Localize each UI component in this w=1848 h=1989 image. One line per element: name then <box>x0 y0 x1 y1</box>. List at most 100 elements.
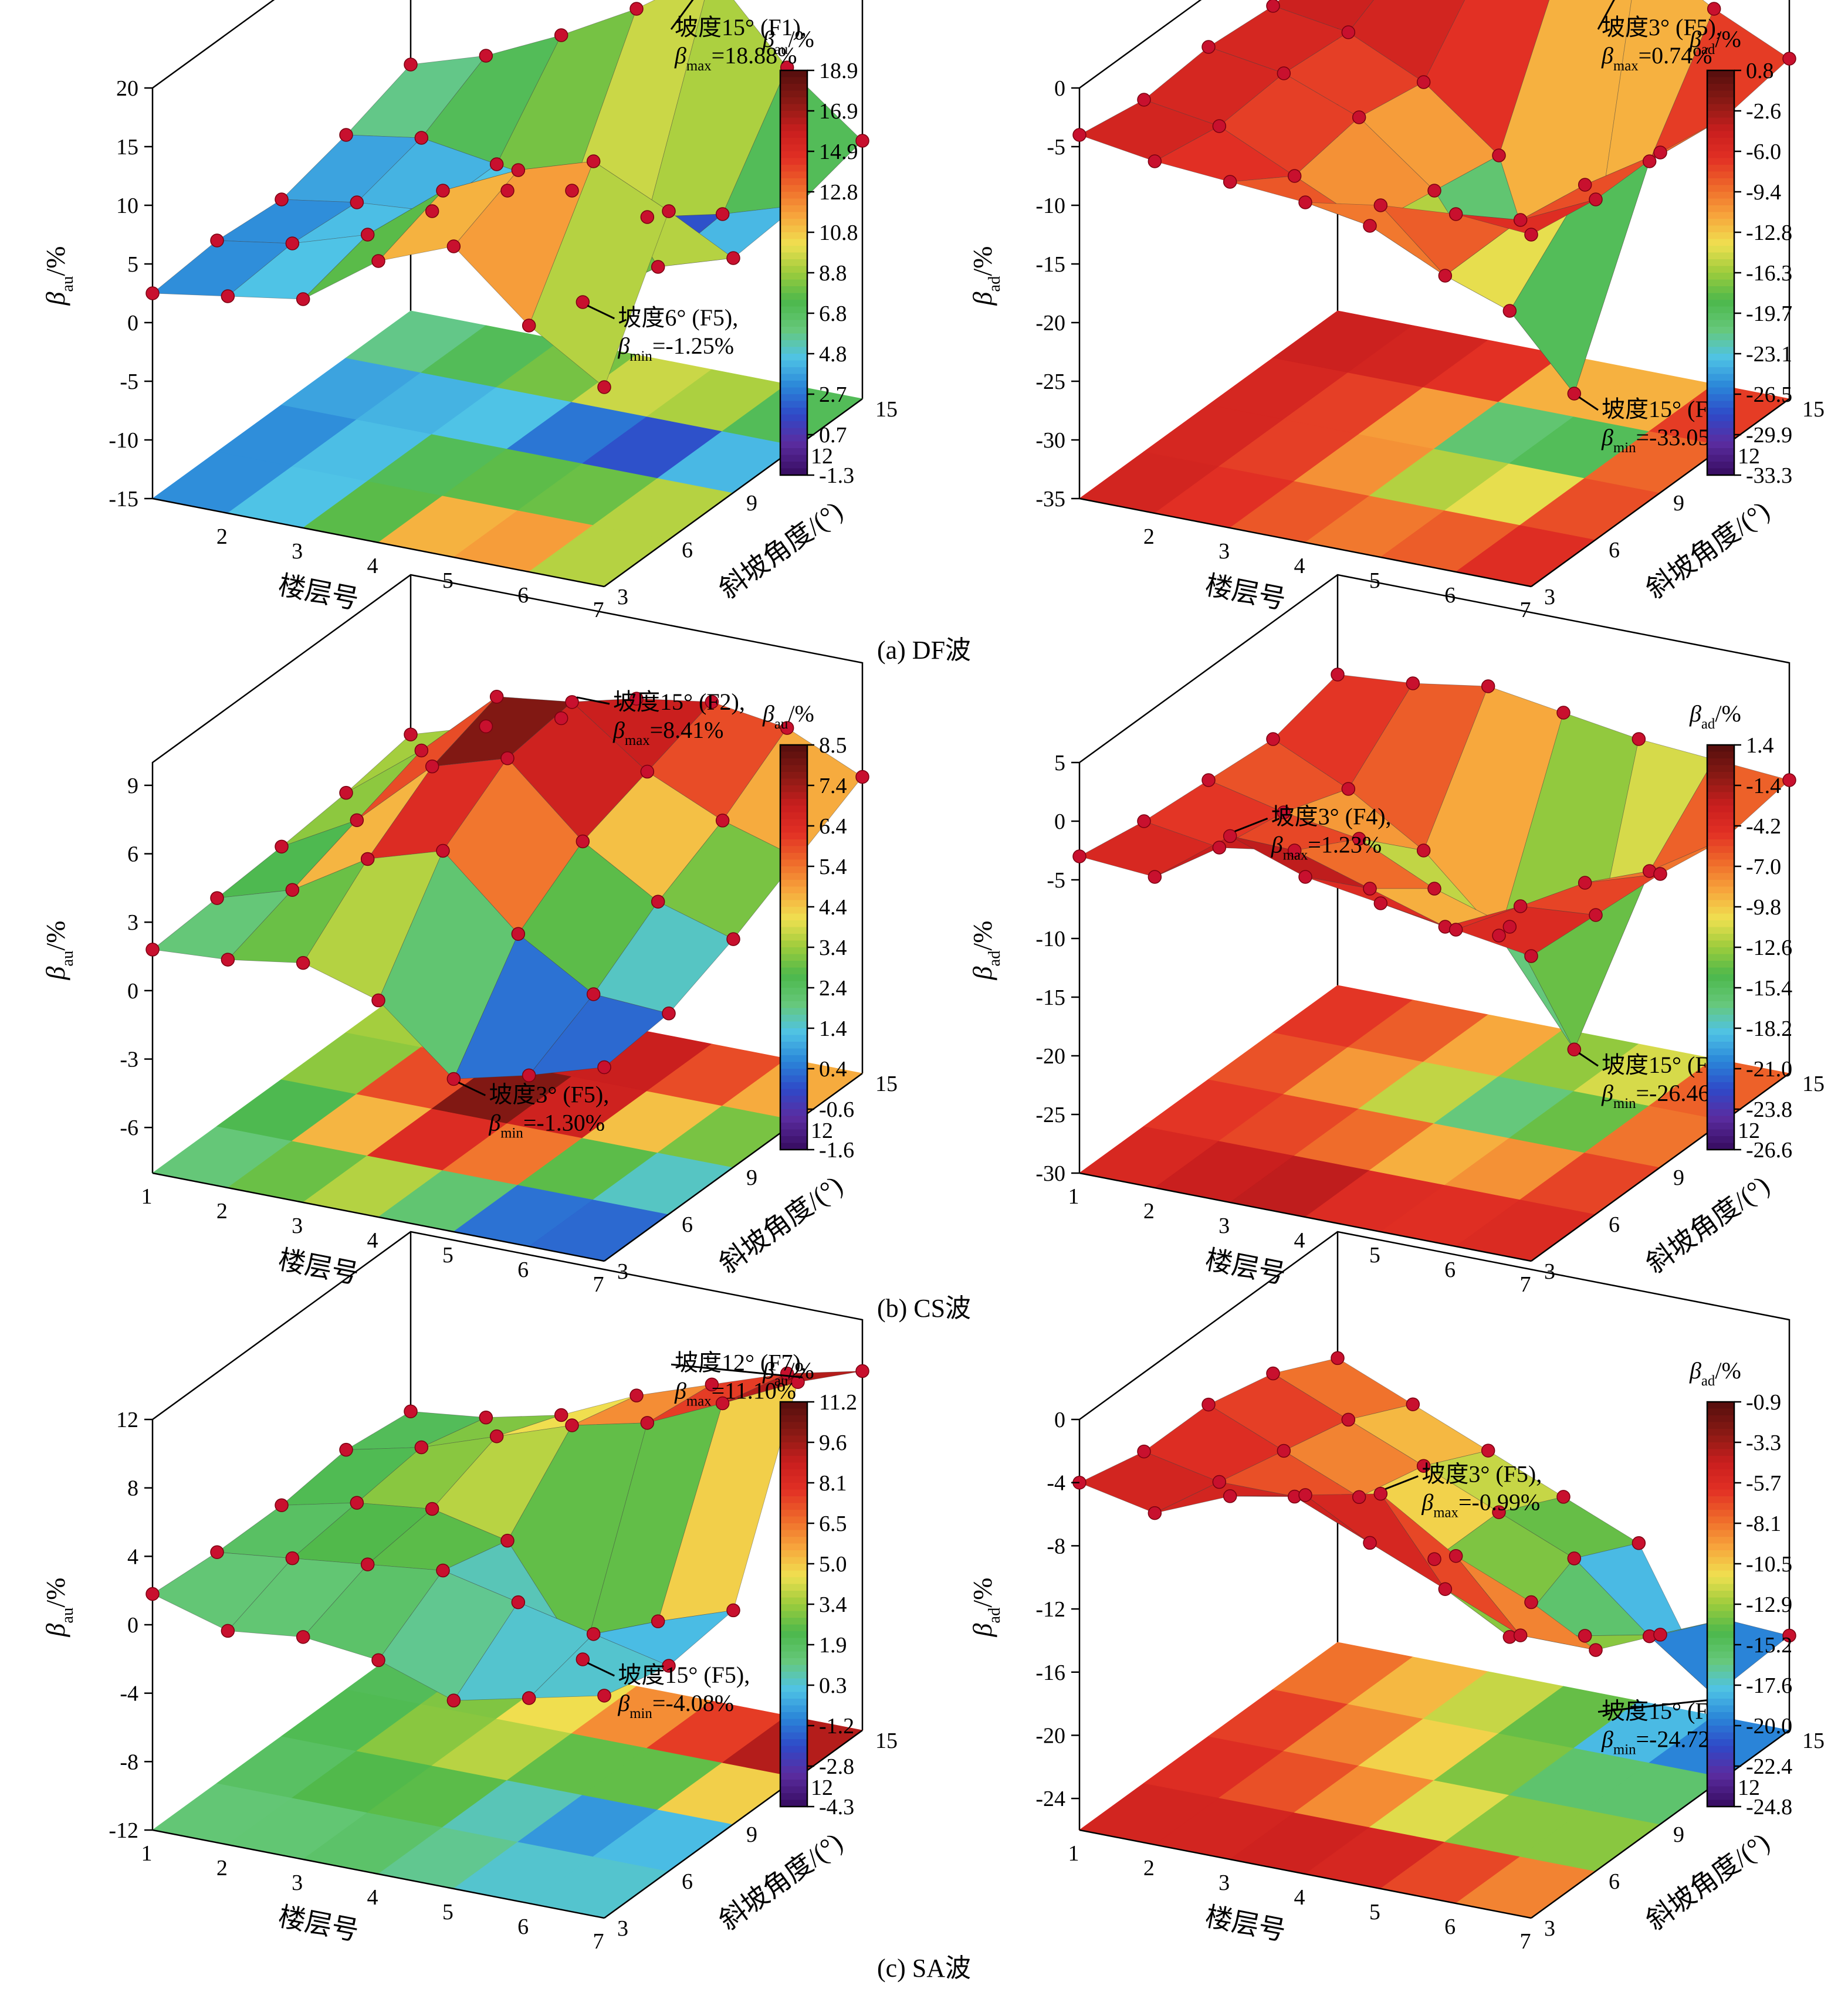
floor-tick-label: 1 <box>1068 1184 1079 1209</box>
data-point <box>285 883 300 897</box>
colorbar-segment <box>780 893 807 901</box>
colorbar-segment <box>780 347 807 354</box>
data-point <box>1589 908 1603 922</box>
colorbar-segment <box>1707 765 1734 772</box>
colorbar-segment <box>780 1136 807 1144</box>
data-point <box>1266 1366 1280 1381</box>
data-point <box>1502 920 1517 934</box>
colorbar-segment <box>1707 859 1734 867</box>
floor-tick-label: 1 <box>141 1841 153 1866</box>
data-point <box>1642 154 1657 168</box>
data-point <box>576 1652 590 1666</box>
data-point <box>1072 849 1087 863</box>
colorbar-segment <box>780 1102 807 1110</box>
colorbar-segment <box>1707 778 1734 786</box>
colorbar-segment <box>1707 286 1734 294</box>
data-point <box>1513 899 1528 913</box>
max-leader-line <box>670 0 694 30</box>
slope-axis <box>604 398 863 588</box>
data-point <box>651 260 665 274</box>
colorbar-segment <box>1707 239 1734 246</box>
floor-tick-label: 6 <box>517 1915 529 1939</box>
colorbar-title: βad/% <box>1689 700 1741 732</box>
data-point <box>586 987 601 1001</box>
colorbar-segment <box>780 192 807 199</box>
data-point <box>360 228 375 242</box>
data-point <box>565 1418 579 1432</box>
colorbar-segment <box>1707 1062 1734 1069</box>
colorbar-tick-label: -23.1 <box>1746 342 1792 367</box>
colorbar-segment <box>780 1638 807 1645</box>
colorbar-segment <box>780 981 807 988</box>
floor-axis-label: 楼层号 <box>1203 1245 1288 1289</box>
slope-tick-label: 9 <box>746 1165 757 1190</box>
colorbar-segment <box>1707 1719 1734 1726</box>
colorbar-segment <box>1707 462 1734 469</box>
max-annotation-line1: 坡度15° (F1), <box>675 14 807 40</box>
slope-tick-label: 9 <box>1673 1165 1684 1190</box>
colorbar-segment <box>1707 394 1734 402</box>
colorbar-segment <box>780 1719 807 1726</box>
colorbar-segment <box>1707 266 1734 273</box>
data-point <box>1341 25 1356 39</box>
floor-axis <box>1079 497 1532 588</box>
data-point <box>210 891 224 905</box>
colorbar-tick-label: -21.0 <box>1746 1057 1792 1082</box>
data-point <box>446 1693 461 1707</box>
colorbar-segment <box>1707 745 1734 753</box>
colorbar-segment <box>780 131 807 138</box>
floor-axis <box>152 1172 605 1262</box>
data-point <box>479 719 493 734</box>
colorbar-segment <box>780 751 807 759</box>
colorbar-segment <box>1707 1557 1734 1564</box>
data-point <box>1524 228 1538 242</box>
colorbar-segment <box>1707 1766 1734 1774</box>
colorbar-segment <box>780 1456 807 1463</box>
colorbar-segment <box>1707 1028 1734 1036</box>
colorbar-segment <box>1707 1496 1734 1504</box>
colorbar-segment <box>780 367 807 375</box>
z-tick-label: -12 <box>109 1818 138 1843</box>
slope-axis-label: 斜坡角度/(°) <box>713 496 848 605</box>
z-tick-label: -4 <box>120 1682 138 1706</box>
data-point <box>1201 773 1216 787</box>
colorbar-segment <box>780 151 807 159</box>
floor-axis <box>1079 1829 1532 1919</box>
colorbar-segment <box>1707 1793 1734 1801</box>
colorbar-tick-label: 4.8 <box>819 342 847 367</box>
z-tick-label: -10 <box>1035 927 1065 951</box>
slope-axis <box>604 1729 863 1919</box>
floor-tick-label: 2 <box>216 524 228 549</box>
data-point <box>404 1404 418 1418</box>
colorbar-segment <box>1707 185 1734 192</box>
colorbar-segment <box>780 70 807 78</box>
colorbar-tick-label: 10.8 <box>819 221 858 245</box>
colorbar-tick-label: -6.0 <box>1746 140 1781 164</box>
colorbar-segment <box>1707 934 1734 941</box>
colorbar-tick-label: 0.8 <box>1746 59 1774 83</box>
colorbar-segment <box>780 1109 807 1117</box>
colorbar-title: βad/% <box>1689 1357 1741 1389</box>
colorbar-segment <box>780 111 807 118</box>
colorbar-segment <box>780 273 807 280</box>
data-point <box>360 1557 375 1571</box>
data-point <box>1427 1552 1441 1566</box>
data-point <box>1363 1536 1377 1550</box>
floor-axis-label: 楼层号 <box>276 1245 361 1289</box>
panel-caption: (b) CS波 <box>877 1294 971 1323</box>
data-point <box>855 770 869 784</box>
data-point <box>1201 40 1216 54</box>
colorbar-tick-label: 1.4 <box>1746 733 1774 758</box>
colorbar-tick-label: -9.8 <box>1746 895 1781 920</box>
data-point <box>1427 882 1441 896</box>
colorbar-tick-label: -24.8 <box>1746 1795 1792 1819</box>
data-point <box>1298 1488 1312 1502</box>
slope-tick-label: 6 <box>1609 1212 1620 1237</box>
colorbar-title: βau/% <box>762 1357 814 1389</box>
data-point <box>1589 1643 1603 1657</box>
floor-tick-label: 2 <box>1143 1856 1155 1880</box>
colorbar-tick-label: 4.4 <box>819 895 847 920</box>
colorbar-segment <box>780 246 807 253</box>
colorbar-segment <box>780 1658 807 1666</box>
